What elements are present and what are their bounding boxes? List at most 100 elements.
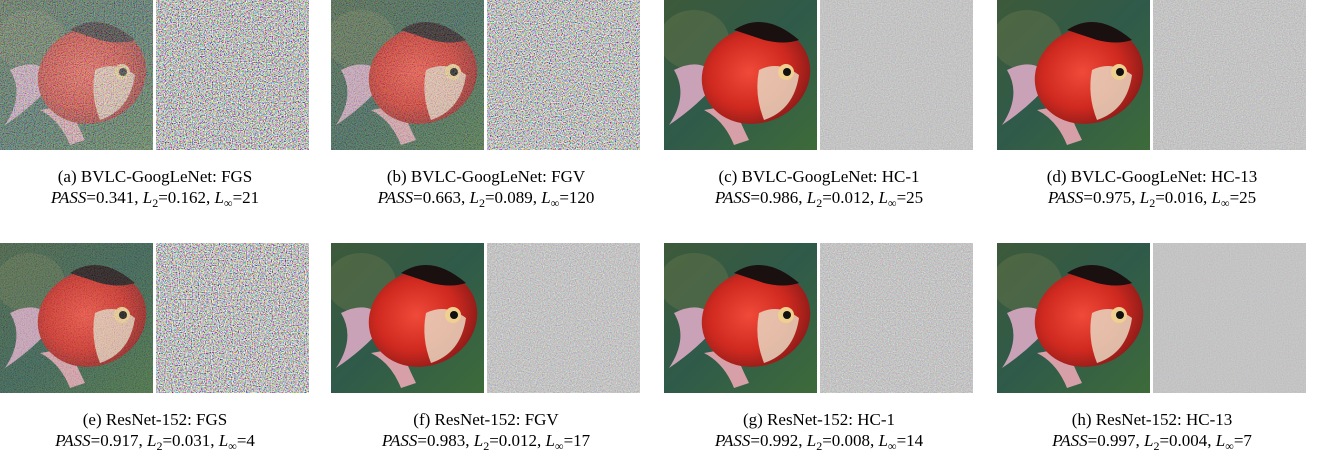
perturbation-image [487, 243, 640, 393]
metric-value: 17 [564, 431, 591, 450]
panel: (b) BVLC-GoogLeNet: FGVPASS0.663L20.089L… [331, 0, 641, 214]
metric-value: 0.986 [750, 188, 798, 207]
fish-image [0, 243, 153, 393]
figure: (a) BVLC-GoogLeNet: FGSPASS0.341L20.162L… [0, 0, 1327, 448]
metric-value: 0.983 [417, 431, 465, 450]
image-pair [664, 243, 974, 393]
perturbation-image [820, 0, 973, 150]
panel: (e) ResNet-152: FGSPASS0.917L20.031L∞4 [0, 243, 310, 457]
metric-name: PASS [1048, 188, 1084, 207]
metric-name: L [143, 188, 152, 207]
metric-value: 0.663 [413, 188, 461, 207]
metric-subscript: ∞ [555, 439, 564, 453]
image-pair [997, 243, 1307, 393]
perturbation-image [487, 0, 640, 150]
metric-name: L [546, 431, 555, 450]
metric: L20.008 [798, 431, 870, 450]
metric: L∞4 [210, 431, 255, 450]
metric-value: 0.031 [162, 431, 210, 450]
metric-name: L [1212, 188, 1221, 207]
panel: (a) BVLC-GoogLeNet: FGSPASS0.341L20.162L… [0, 0, 310, 214]
caption-metrics: PASS0.341L20.162L∞21 [0, 187, 310, 214]
metric: L20.162 [134, 188, 206, 207]
caption-title: (h) ResNet-152: HC-13 [997, 409, 1307, 430]
caption-metrics: PASS0.975L20.016L∞25 [997, 187, 1307, 214]
caption-metrics: PASS0.917L20.031L∞4 [0, 430, 310, 457]
caption-metrics: PASS0.986L20.012L∞25 [664, 187, 974, 214]
metric-subscript: ∞ [228, 439, 237, 453]
fish-image [331, 0, 484, 150]
metric: L∞17 [537, 431, 590, 450]
caption: (b) BVLC-GoogLeNet: FGVPASS0.663L20.089L… [331, 166, 641, 214]
metric-name: L [541, 188, 550, 207]
metric-value: 0.008 [822, 431, 870, 450]
metric-value: 0.012 [489, 431, 537, 450]
metric: PASS0.997 [1052, 431, 1135, 450]
panel: (h) ResNet-152: HC-13PASS0.997L20.004L∞7 [997, 243, 1307, 457]
caption-metrics: PASS0.663L20.089L∞120 [331, 187, 641, 214]
metric-subscript: ∞ [888, 439, 897, 453]
metric: PASS0.663 [378, 188, 461, 207]
caption-title: (d) BVLC-GoogLeNet: HC-13 [997, 166, 1307, 187]
metric-value: 4 [237, 431, 255, 450]
metric-name: L [474, 431, 483, 450]
metric-value: 120 [559, 188, 594, 207]
panel: (c) BVLC-GoogLeNet: HC-1PASS0.986L20.012… [664, 0, 974, 214]
caption-title: (b) BVLC-GoogLeNet: FGV [331, 166, 641, 187]
fish-image [997, 0, 1150, 150]
metric: L20.031 [138, 431, 210, 450]
metric: L20.016 [1131, 188, 1203, 207]
metric-value: 0.975 [1083, 188, 1131, 207]
fish-image [664, 0, 817, 150]
metric: PASS0.917 [55, 431, 138, 450]
image-pair [331, 243, 641, 393]
caption: (a) BVLC-GoogLeNet: FGSPASS0.341L20.162L… [0, 166, 310, 214]
panel: (f) ResNet-152: FGVPASS0.983L20.012L∞17 [331, 243, 641, 457]
metric: PASS0.341 [51, 188, 134, 207]
metric-name: PASS [715, 431, 751, 450]
metric: L∞7 [1207, 431, 1252, 450]
caption-title: (e) ResNet-152: FGS [0, 409, 310, 430]
image-pair [997, 0, 1307, 150]
metric-value: 0.089 [485, 188, 533, 207]
perturbation-image [156, 0, 309, 150]
caption: (h) ResNet-152: HC-13PASS0.997L20.004L∞7 [997, 409, 1307, 457]
caption: (e) ResNet-152: FGSPASS0.917L20.031L∞4 [0, 409, 310, 457]
metric-value: 14 [897, 431, 924, 450]
metric: L20.089 [461, 188, 533, 207]
metric-value: 0.004 [1159, 431, 1207, 450]
caption: (d) BVLC-GoogLeNet: HC-13PASS0.975L20.01… [997, 166, 1307, 214]
metric-name: L [807, 431, 816, 450]
metric: L∞25 [1203, 188, 1256, 207]
metric-name: PASS [55, 431, 91, 450]
fish-image [0, 0, 153, 150]
metric: L∞120 [533, 188, 595, 207]
metric-value: 0.012 [822, 188, 870, 207]
metric-value: 0.016 [1155, 188, 1203, 207]
fish-image [331, 243, 484, 393]
metric-subscript: ∞ [1221, 196, 1230, 210]
metric-subscript: ∞ [888, 196, 897, 210]
metric-value: 0.341 [86, 188, 134, 207]
perturbation-image [1153, 243, 1306, 393]
metric: PASS0.975 [1048, 188, 1131, 207]
metric: PASS0.986 [715, 188, 798, 207]
fish-image [997, 243, 1150, 393]
caption: (f) ResNet-152: FGVPASS0.983L20.012L∞17 [331, 409, 641, 457]
caption: (g) ResNet-152: HC-1PASS0.992L20.008L∞14 [664, 409, 974, 457]
metric-name: PASS [715, 188, 751, 207]
caption-title: (g) ResNet-152: HC-1 [664, 409, 974, 430]
perturbation-image [820, 243, 973, 393]
metric: L∞25 [870, 188, 923, 207]
metric-name: L [879, 431, 888, 450]
metric: PASS0.983 [382, 431, 465, 450]
caption-metrics: PASS0.997L20.004L∞7 [997, 430, 1307, 457]
image-pair [0, 243, 310, 393]
metric-name: PASS [51, 188, 87, 207]
metric-name: PASS [382, 431, 418, 450]
metric-value: 0.917 [91, 431, 139, 450]
caption-title: (f) ResNet-152: FGV [331, 409, 641, 430]
metric-value: 0.992 [750, 431, 798, 450]
image-pair [331, 0, 641, 150]
panel: (d) BVLC-GoogLeNet: HC-13PASS0.975L20.01… [997, 0, 1307, 214]
